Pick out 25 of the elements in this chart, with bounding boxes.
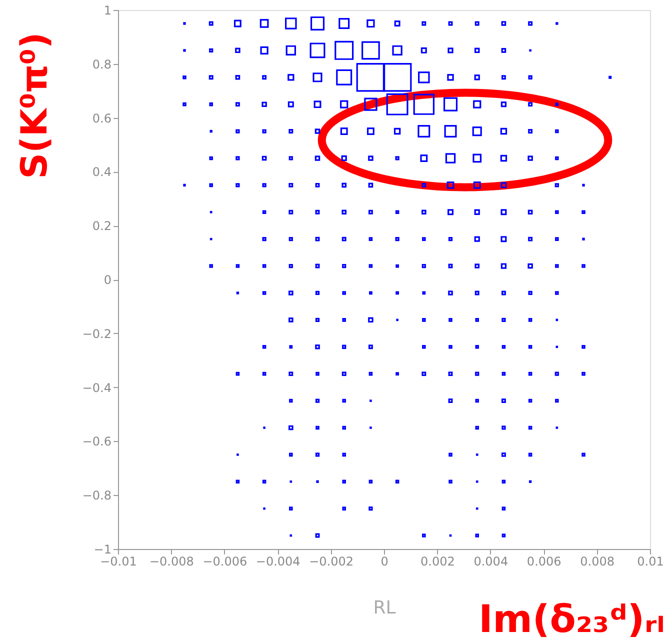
y-tick-label: 0.6 bbox=[92, 111, 112, 126]
x-tick-label: −0.01 bbox=[100, 554, 137, 568]
x-tick-label: −0.008 bbox=[149, 554, 194, 568]
y-tick-label: 0.8 bbox=[92, 57, 112, 72]
y-tick-label: 1 bbox=[104, 4, 112, 18]
x-tick-label: −0.006 bbox=[202, 554, 248, 568]
text: Im(δ₂₃ᵈ)ᵣₗ bbox=[478, 597, 665, 639]
y-tick-label: 0.4 bbox=[92, 165, 112, 180]
y-tick-label: −0.8 bbox=[82, 488, 112, 503]
x-tick-label: 0.004 bbox=[474, 554, 508, 568]
x-tick-label: 0.01 bbox=[637, 554, 664, 568]
y-tick-label: −0.4 bbox=[82, 380, 112, 395]
y-tick-label: 0 bbox=[104, 273, 112, 287]
y-tick-label: −1 bbox=[94, 542, 112, 556]
x-axis-title: RL bbox=[373, 598, 396, 618]
x-tick-label: 0.002 bbox=[420, 554, 455, 568]
x-tick-label: −0.004 bbox=[256, 554, 300, 568]
x-tick-label: −0.002 bbox=[309, 554, 354, 568]
y-tick-label: 0.2 bbox=[92, 219, 112, 234]
x-tick-label: 0 bbox=[380, 554, 388, 568]
x-tick-label: 0.008 bbox=[580, 554, 614, 568]
y-tick-label: −0.2 bbox=[82, 326, 112, 341]
y-tick-label: −0.6 bbox=[82, 434, 112, 449]
x-tick-label: 0.006 bbox=[526, 554, 562, 568]
y-axis-title: S(K⁰π⁰) bbox=[14, 32, 56, 179]
